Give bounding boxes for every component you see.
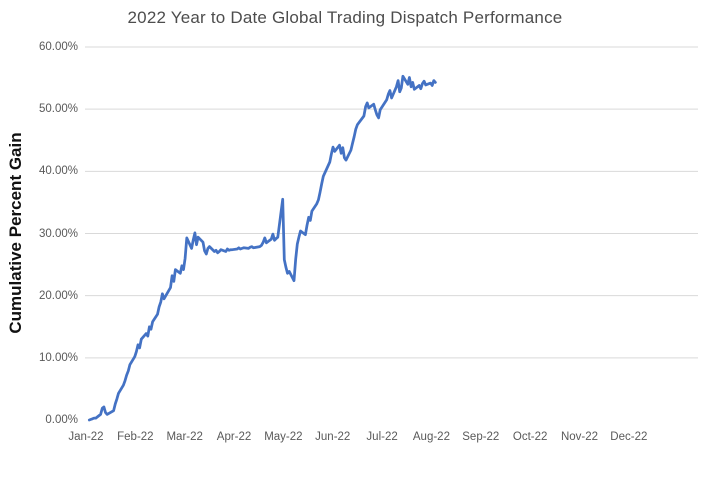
chart-title: 2022 Year to Date Global Trading Dispatc…: [127, 8, 563, 27]
x-tick-label: May-22: [264, 431, 303, 443]
y-tick-label: 50.00%: [38, 103, 78, 116]
performance-line: [87, 74, 437, 422]
x-tick-label: Nov-22: [560, 431, 599, 443]
y-tick-label: 40.00%: [38, 165, 78, 178]
x-tick-label: Mar-22: [166, 431, 203, 443]
gridlines: [85, 46, 698, 359]
x-tick-label: Dec-22: [610, 431, 648, 443]
x-tick-label: Jan-22: [68, 431, 104, 443]
x-tick-label: Sep-22: [462, 431, 500, 443]
x-tick-label: Apr-22: [216, 431, 252, 443]
y-tick-label: 10.00%: [38, 351, 78, 364]
x-tick-label: Jul-22: [366, 431, 398, 443]
x-tick-label: Oct-22: [512, 431, 548, 443]
x-tick-label: Aug-22: [412, 431, 450, 443]
x-tick-label: Feb-22: [117, 431, 154, 443]
y-tick-label: 60.00%: [38, 41, 78, 53]
y-tick-label: 0.00%: [45, 414, 78, 426]
y-tick-label: 30.00%: [38, 227, 78, 240]
y-tick-label: 20.00%: [38, 289, 78, 302]
x-tick-label: Jun-22: [315, 431, 351, 443]
